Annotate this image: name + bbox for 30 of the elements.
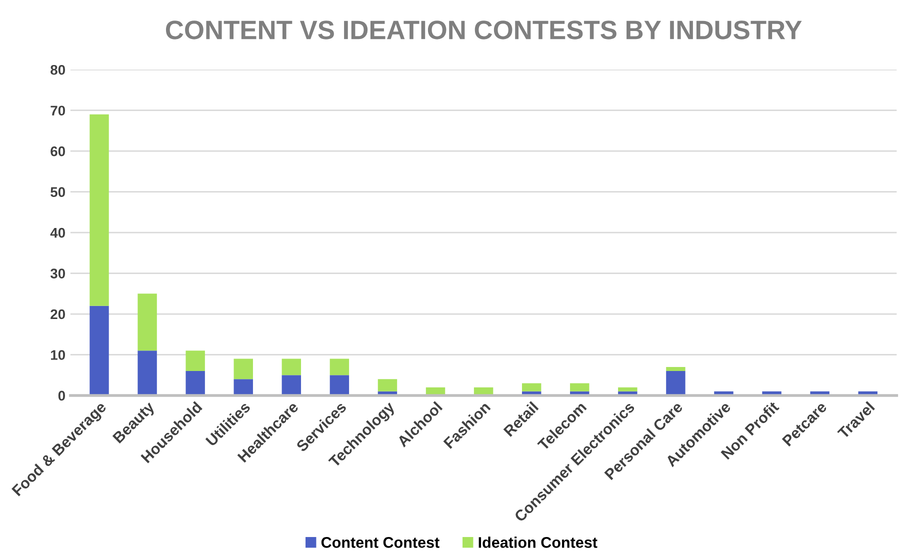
y-tick-label: 60 — [50, 146, 66, 156]
bar — [618, 387, 638, 392]
y-tick-label: 10 — [51, 350, 66, 360]
y-tick-label: 80 — [50, 64, 66, 75]
y-tick-label: 50 — [50, 187, 66, 197]
bar — [378, 379, 398, 392]
bar — [522, 383, 542, 392]
y-tick-label: 30 — [50, 268, 66, 278]
y-tick-label: 0 — [58, 390, 66, 401]
bar — [90, 306, 109, 396]
y-tick-label: 70 — [50, 106, 66, 116]
y-tick-label: 20 — [50, 309, 66, 320]
bar — [666, 371, 686, 396]
bar — [282, 358, 302, 376]
y-tick-label: 40 — [50, 228, 66, 238]
bar — [234, 358, 253, 380]
chart-title: CONTENT VS IDEATION CONTESTS BY INDUSTRY — [166, 20, 802, 40]
legend-label: Content Contest — [321, 537, 440, 548]
bar — [666, 366, 686, 372]
bar — [138, 294, 157, 351]
bar — [138, 350, 157, 396]
bar — [90, 114, 109, 306]
bar — [186, 350, 205, 372]
bar — [282, 375, 302, 396]
legend-label: Ideation Contest — [478, 536, 598, 548]
bar — [330, 375, 350, 396]
bar — [570, 383, 590, 392]
bar — [186, 371, 205, 396]
bar — [234, 379, 253, 396]
bar — [330, 358, 350, 376]
